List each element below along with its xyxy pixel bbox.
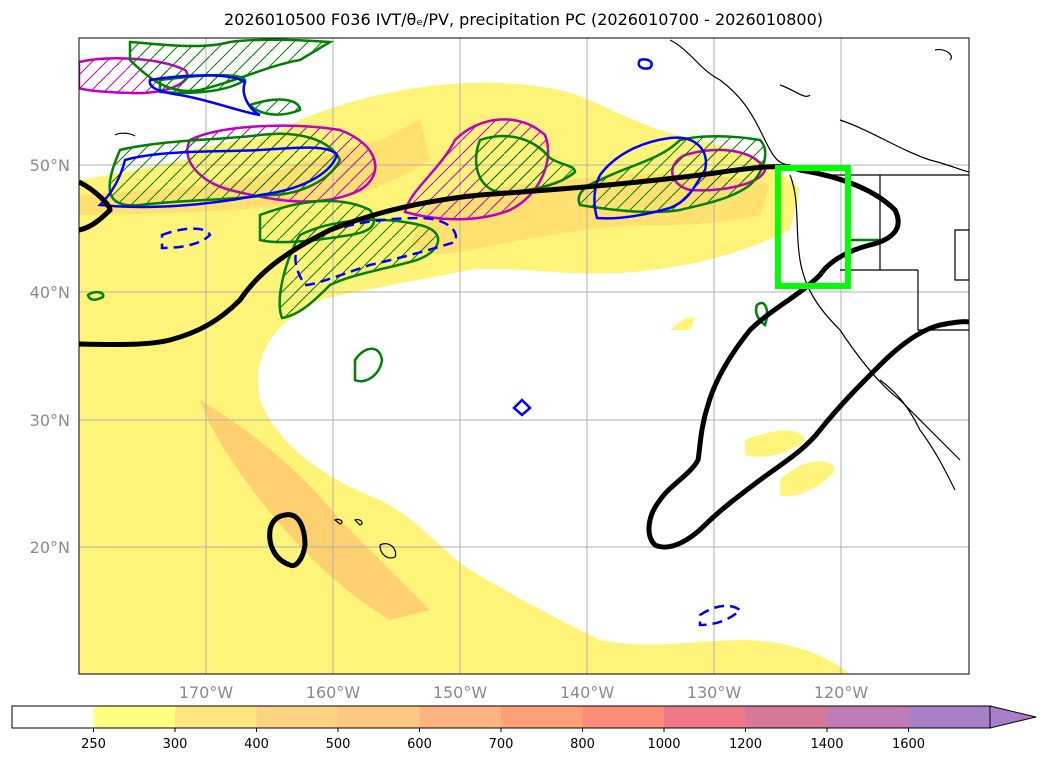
lon-label: 170°W — [179, 683, 234, 702]
lon-label: 160°W — [306, 683, 361, 702]
colorbar-segment — [12, 706, 94, 728]
lon-label: 150°W — [433, 683, 488, 702]
colorbar: 250 300 400 500 600 700 800 1000 1200 1400 1600 — [11, 705, 1037, 752]
colorbar-label: 1600 — [892, 737, 925, 752]
colorbar-segment — [908, 706, 991, 728]
pv-contours — [97, 58, 742, 627]
colorbar-segment — [338, 706, 420, 728]
colorbar-label: 800 — [570, 737, 595, 752]
lon-label: 140°W — [560, 683, 615, 702]
colorbar-label: 600 — [407, 737, 432, 752]
map-panel — [79, 38, 969, 674]
highlight-box — [775, 165, 851, 289]
lat-label: 40°N — [30, 283, 70, 302]
ivt-contours — [79, 164, 969, 569]
colorbar-label: 400 — [244, 737, 269, 752]
colorbar-label: 1200 — [729, 737, 762, 752]
colorbar-extend-arrow — [989, 705, 1037, 729]
colorbar-segment — [827, 706, 909, 728]
latitude-labels: 50°N 40°N 30°N 20°N — [30, 156, 70, 557]
map-title: 2026010500 F036 IVT/θₑ/PV, precipitation… — [224, 10, 823, 29]
colorbar-segment — [93, 706, 176, 728]
colorbar-label: 700 — [489, 737, 514, 752]
lat-label: 20°N — [30, 538, 70, 557]
lon-label: 130°W — [687, 683, 742, 702]
colorbar-label: 1000 — [647, 737, 680, 752]
lat-label: 50°N — [30, 156, 70, 175]
colorbar-segment — [256, 706, 339, 728]
colorbar-label: 250 — [81, 737, 106, 752]
colorbar-segment — [501, 706, 583, 728]
colorbar-label: 300 — [163, 737, 188, 752]
map-frame — [78, 37, 970, 675]
colorbar-segment — [175, 706, 257, 728]
colorbar-segment — [582, 706, 665, 728]
colorbar-segment — [664, 706, 746, 728]
lon-label: 120°W — [814, 683, 869, 702]
longitude-labels: 170°W 160°W 150°W 140°W 130°W 120°W — [179, 683, 869, 702]
colorbar-segment — [419, 706, 502, 728]
colorbar-segment — [745, 706, 828, 728]
lat-label: 30°N — [30, 411, 70, 430]
colorbar-label: 1400 — [810, 737, 843, 752]
colorbar-label: 500 — [326, 737, 351, 752]
